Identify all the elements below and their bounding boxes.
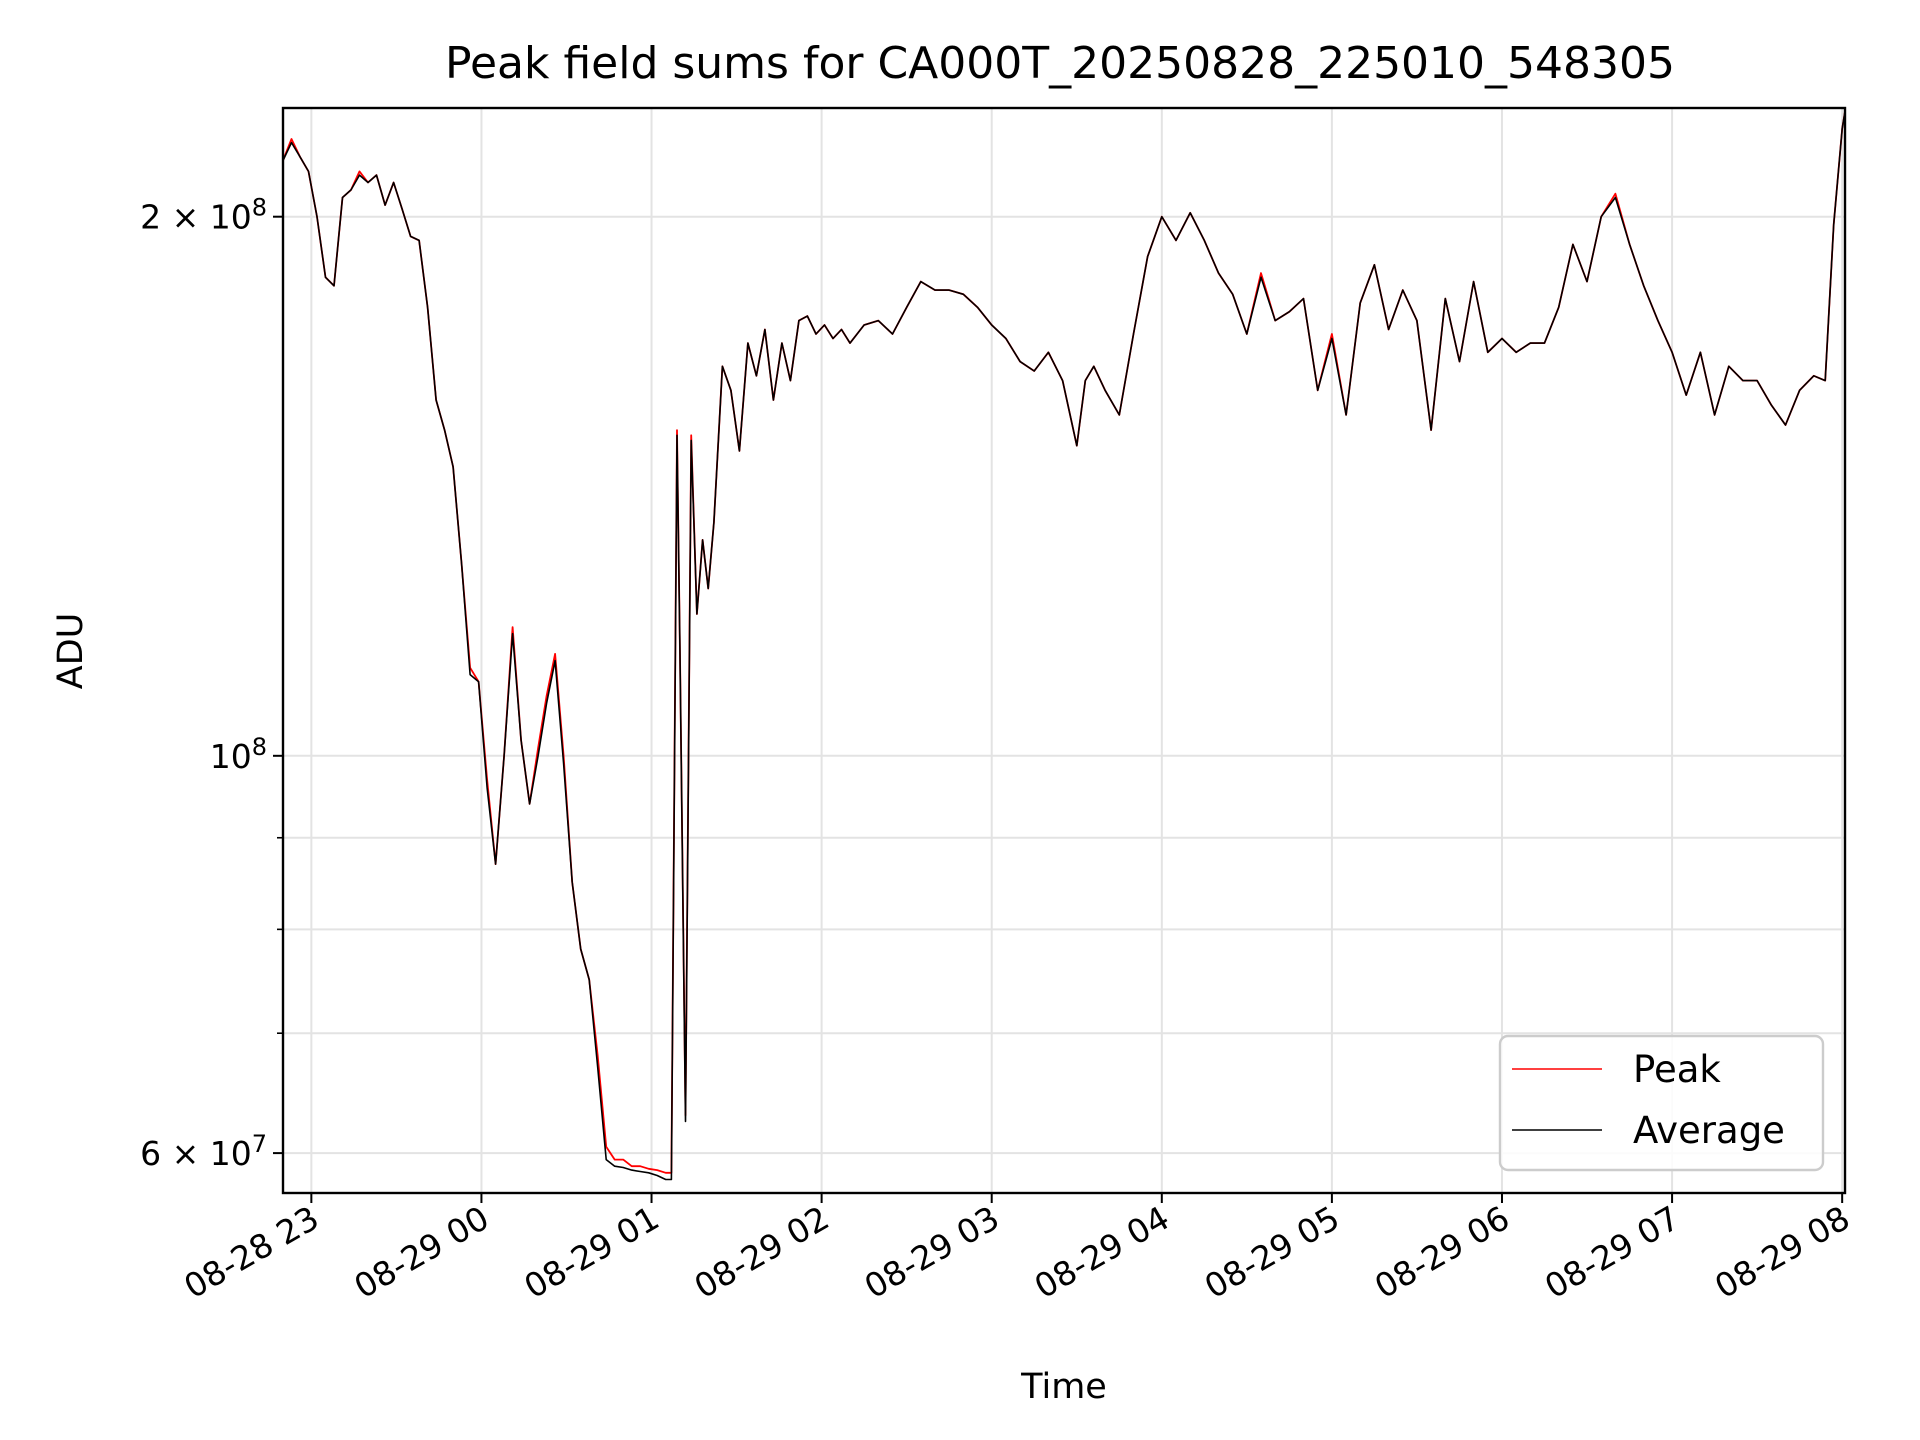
grid-lines [283, 108, 1845, 1193]
plot-area-frame [281, 106, 1847, 1195]
legend-label-average: Average [1633, 1109, 1785, 1152]
legend: Peak Average [1498, 1034, 1825, 1172]
series-lines [283, 111, 1845, 1181]
y-tick-label: 2 × 108 [140, 194, 267, 237]
series-line-average [283, 111, 1845, 1181]
x-axis-label: Time [1020, 1367, 1107, 1407]
y-tick-label: 108 [210, 733, 267, 776]
chart-title: Peak field sums for CA000T_20250828_2250… [445, 38, 1675, 89]
legend-label-peak: Peak [1633, 1048, 1721, 1091]
y-axis-label: ADU [51, 613, 91, 690]
y-tick-label: 6 × 107 [140, 1130, 267, 1173]
